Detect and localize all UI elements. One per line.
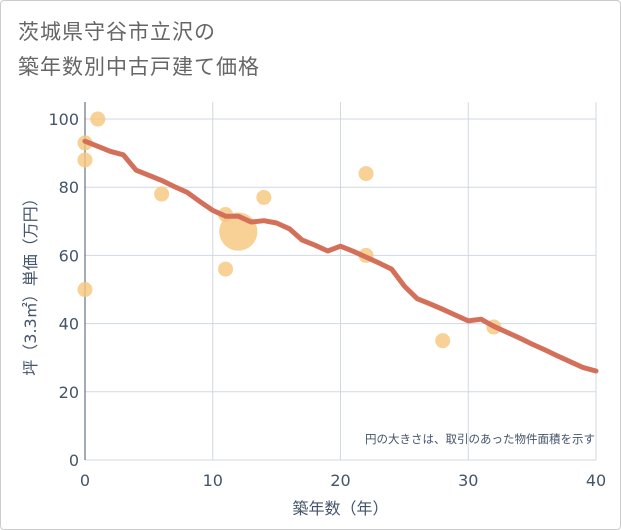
y-tick-label: 40 (59, 315, 79, 334)
y-tick-label: 80 (59, 178, 79, 197)
x-tick-label: 20 (330, 471, 350, 490)
bubble-size-note: 円の大きさは、取引のあった物件面積を示す (365, 432, 595, 446)
bubble-point (90, 111, 106, 127)
x-tick-label: 10 (203, 471, 223, 490)
x-axis-title: 築年数（年） (292, 499, 388, 518)
y-tick-label: 0 (69, 451, 79, 470)
y-axis-title: 坪（3.3㎡）単価（万円） (21, 190, 40, 375)
y-tick-label: 20 (59, 383, 79, 402)
chart-title: 茨城県守谷市立沢の 築年数別中古戸建て価格 (18, 15, 260, 85)
bubble-point (77, 282, 93, 298)
axis-ticks: 0 10 20 30 40 0 20 40 60 80 100 (48, 110, 606, 490)
y-tick-label: 60 (59, 246, 79, 265)
x-tick-label: 30 (458, 471, 478, 490)
chart-title-line1: 茨城県守谷市立沢の (18, 20, 216, 44)
trend-line (82, 138, 599, 374)
bubble-point (435, 333, 451, 349)
bubble-point (256, 189, 272, 205)
bubble-point (154, 186, 170, 202)
bubble-point (358, 166, 374, 182)
bubble-point (218, 261, 234, 277)
bubble-point (77, 152, 93, 168)
y-tick-label: 100 (48, 110, 79, 129)
x-tick-label: 40 (586, 471, 606, 490)
x-tick-label: 0 (80, 471, 90, 490)
trend-series (82, 138, 599, 374)
chart-title-line2: 築年数別中古戸建て価格 (18, 55, 260, 79)
